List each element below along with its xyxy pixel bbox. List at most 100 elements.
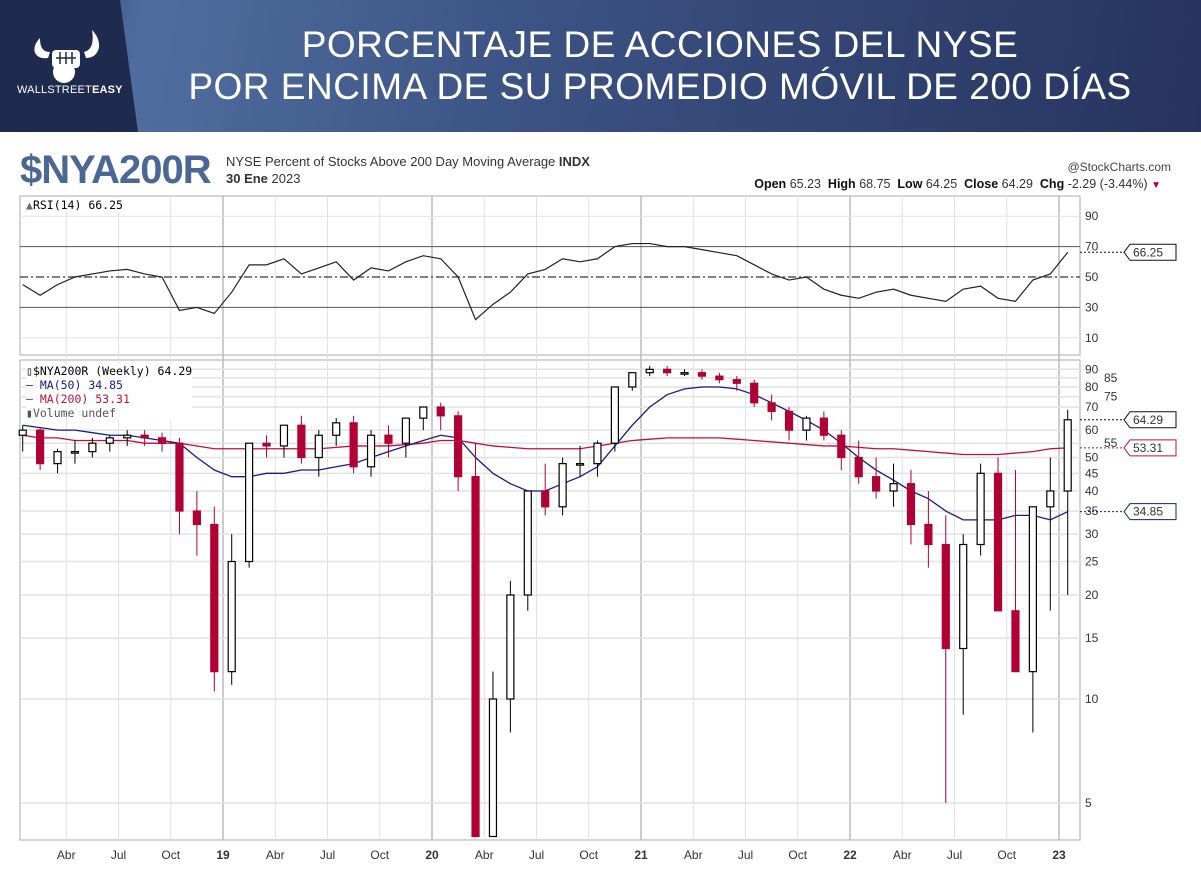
price-tick-label: 45 [1085,466,1099,480]
candle [924,490,933,568]
rsi-line [22,242,1069,321]
candle-body [767,402,776,412]
candle [314,430,323,477]
candle [88,437,97,458]
rsi-tick-label: 10 [1085,331,1099,345]
ticker-description: NYSE Percent of Stocks Above 200 Day Mov… [226,154,590,169]
candle [419,406,428,431]
candle [192,490,201,556]
candle-body [245,442,254,563]
candle-body [471,476,480,838]
x-tick-label: Jul [529,848,544,862]
rsi-legend: ▲RSI(14) 66.25 [26,198,123,212]
legend-ma200: — MA(200) 53.31 [26,392,130,406]
price-tick-label: 30 [1085,527,1099,541]
legend-ma50: — MA(50) 34.85 [26,378,123,392]
candle [872,457,881,499]
ma50-value-tag: 34.85 [1080,503,1177,521]
candle-body [262,442,271,447]
candle-body [645,368,654,374]
candle-body [976,472,985,546]
candle [384,425,393,458]
candle-body [1011,610,1020,673]
candle-body [541,490,550,508]
candle [227,534,236,685]
candle [488,671,498,838]
candle [279,424,289,458]
ma200-line [22,434,1068,456]
candle [366,430,376,477]
candle [1011,470,1020,673]
candle-body [401,417,410,444]
candle [993,457,1003,612]
candle [105,435,114,452]
rsi-tick-label: 90 [1085,209,1099,223]
candle-body [88,442,97,453]
candle-body [715,375,724,381]
candle-body [123,434,132,439]
candle-body [36,429,45,465]
candle-body [941,543,950,650]
candle [53,448,62,474]
candle [297,415,306,464]
candle-body [506,594,515,700]
price-tick-label: 5 [1085,796,1092,810]
x-tick-label: 23 [1052,848,1066,862]
candle-icon: ▯ [26,364,33,378]
candle-body [332,422,341,436]
candle [854,440,863,484]
candle [541,463,550,516]
volume-bars-icon: ▮ [26,406,33,420]
candle [175,437,184,535]
candle-body [732,379,741,384]
candle [593,440,602,477]
brand-name: WALLSTREETEASY [17,84,123,96]
price-tick-label: 90 [1085,362,1099,376]
price-tick-label: 20 [1085,588,1099,602]
candle [715,372,724,384]
candle-body [157,437,167,444]
candle [70,440,80,464]
price-tick-label: 10 [1085,692,1099,706]
page-title: PORCENTAJE DE ACCIONES DEL NYSE POR ENCI… [188,24,1132,107]
candle [697,369,707,380]
candle [1028,506,1037,733]
candle-body [384,434,393,444]
x-tick-label: Oct [788,848,807,862]
candle-body [889,483,898,492]
candle-body [697,372,707,377]
candle-body [593,442,602,465]
x-tick-label: Abr [57,848,76,862]
candle-body [454,415,463,478]
candle [349,415,358,474]
candle [36,427,45,471]
candle [401,417,410,458]
candle-body [906,483,916,526]
logo: WALLSTREETEASY [0,0,138,132]
candle-body [993,472,1003,612]
rsi-tick-label: 30 [1085,300,1099,314]
header-banner: WALLSTREETEASY PORCENTAJE DE ACCIONES DE… [0,0,1201,132]
candle [645,366,654,377]
x-tick-label: Jul [947,848,962,862]
candle-body [924,523,933,546]
candle [332,418,341,446]
ma200-value-tag-box [1123,439,1177,457]
candle-body [192,510,201,526]
legend-volume: ▮Volume undef [26,406,117,420]
candle [245,442,254,568]
candle [18,425,27,452]
price-tick-label: 80 [1085,380,1099,394]
candle [976,463,985,556]
price-tick-label: 70 [1085,400,1099,414]
price-tick-label: 75 [1104,390,1118,404]
candle-body [279,424,289,447]
candle [628,372,637,391]
candle-body [784,410,794,431]
x-tick-label: 19 [216,848,230,862]
candle-body [854,456,863,478]
candle [471,443,480,838]
candle [680,369,689,377]
candle [889,463,898,507]
candle-body [959,543,968,650]
